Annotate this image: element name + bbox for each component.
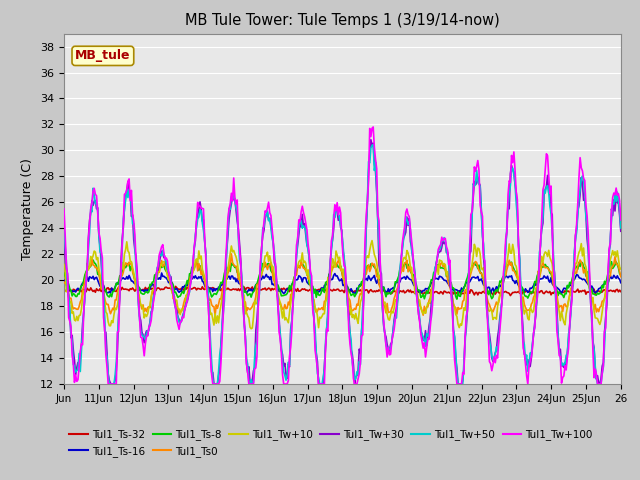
Y-axis label: Temperature (C): Temperature (C) bbox=[22, 158, 35, 260]
Title: MB Tule Tower: Tule Temps 1 (3/19/14-now): MB Tule Tower: Tule Temps 1 (3/19/14-now… bbox=[185, 13, 500, 28]
Legend: Tul1_Ts-32, Tul1_Ts-16, Tul1_Ts-8, Tul1_Ts0, Tul1_Tw+10, Tul1_Tw+30, Tul1_Tw+50,: Tul1_Ts-32, Tul1_Ts-16, Tul1_Ts-8, Tul1_… bbox=[69, 430, 593, 456]
Text: MB_tule: MB_tule bbox=[75, 49, 131, 62]
